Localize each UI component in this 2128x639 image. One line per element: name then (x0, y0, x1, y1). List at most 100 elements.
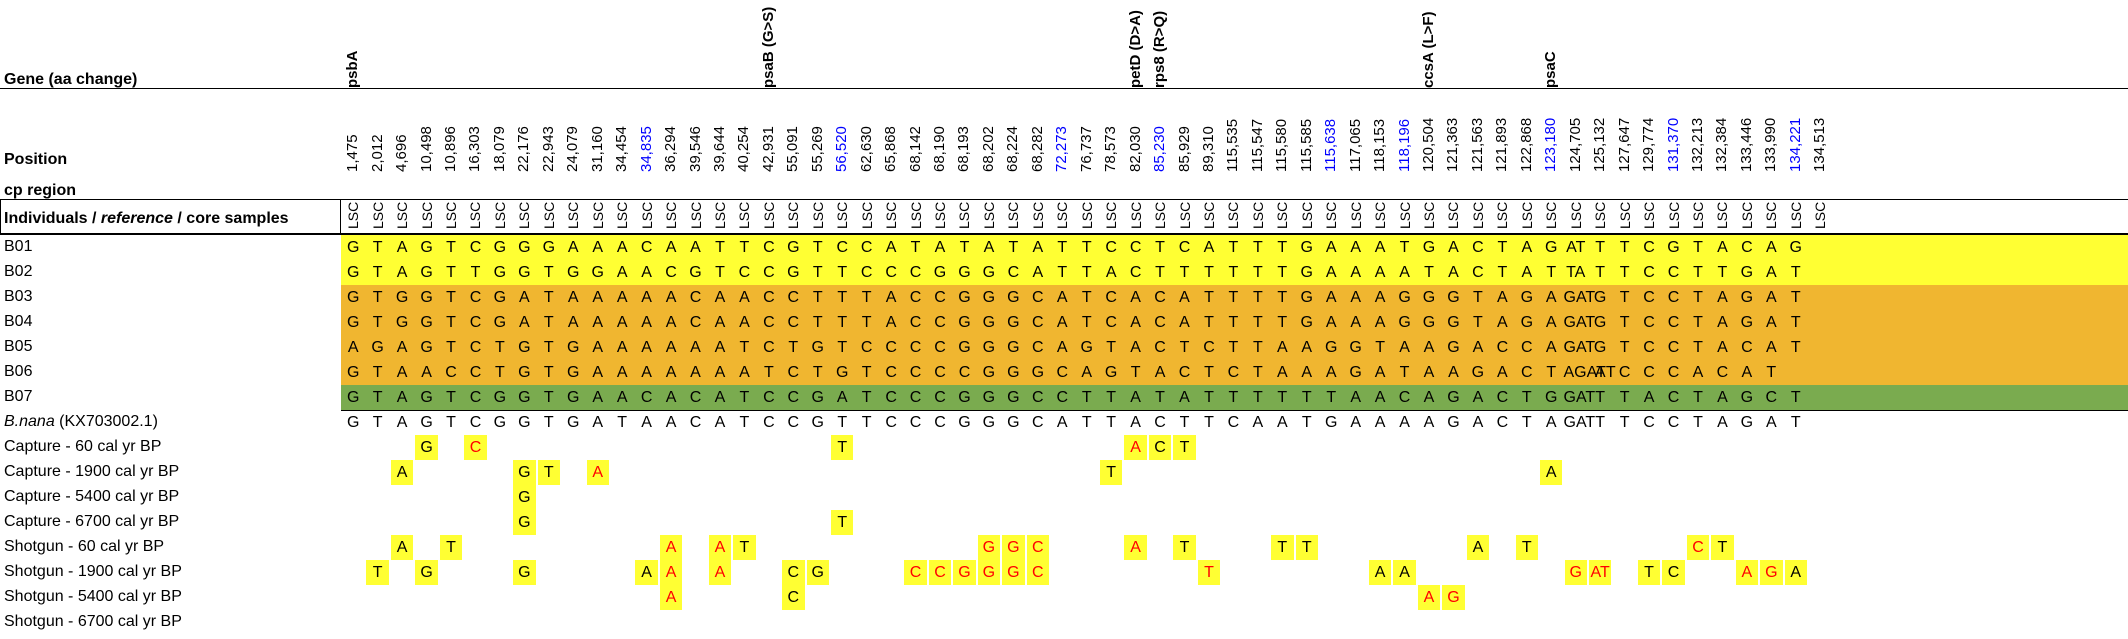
sample-base: T (733, 535, 756, 560)
position-label: 68,224 (1004, 126, 1022, 172)
base-cell: C (934, 414, 946, 431)
base-cell: G (1471, 364, 1485, 381)
region-label: LSC (638, 201, 655, 229)
position-label: 89,310 (1199, 126, 1217, 172)
individual-band (341, 360, 2128, 385)
base-cell: A (1717, 289, 1728, 306)
position-label: 115,547 (1248, 118, 1266, 172)
position-label: 134,221 (1786, 117, 1804, 172)
base-cell: G (1520, 289, 1534, 306)
position-label: 16,303 (466, 126, 484, 172)
base-cell: A (714, 289, 726, 306)
region-label: LSC (1445, 201, 1462, 229)
base-cell: A (1765, 264, 1777, 281)
base-cell: C (934, 389, 946, 406)
base-cell: T (1693, 389, 1703, 406)
base-cell: G (346, 239, 360, 256)
sample-base: A (659, 535, 683, 560)
position-label: 118,153 (1371, 118, 1389, 172)
region-label: LSC (1249, 201, 1266, 229)
individual-label: B01 (4, 238, 33, 255)
base-cell: G (982, 289, 996, 306)
base-cell: C (1032, 414, 1044, 431)
base-cell: TA (1566, 264, 1586, 281)
base-cell: A (1717, 414, 1728, 431)
base-cell: A (1692, 364, 1704, 381)
sample-base: A (1417, 585, 1441, 610)
position-label: 85,230 (1151, 126, 1169, 172)
region-label: LSC (785, 201, 802, 229)
base-cell: G (1080, 339, 1093, 356)
base-cell: G (811, 414, 824, 431)
base-cell: G (1447, 314, 1460, 331)
base-cell: A (1130, 389, 1141, 406)
base-cell: A (1423, 389, 1435, 406)
base-cell: A (641, 264, 652, 281)
base-cell: T (715, 239, 725, 256)
base-cell: G (835, 364, 849, 381)
base-cell: T (1424, 264, 1434, 281)
position-label: 31,160 (588, 126, 606, 172)
base-cell: C (1521, 364, 1533, 381)
base-cell: T (1595, 389, 1606, 406)
base-cell: C (934, 339, 946, 356)
base-cell: A (616, 264, 628, 281)
position-label: 22,176 (515, 126, 533, 172)
base-cell: T (1277, 264, 1288, 281)
base-cell: G (982, 389, 996, 406)
base-cell: T (372, 364, 383, 381)
base-cell: T (861, 314, 872, 331)
base-cell: G (982, 414, 996, 431)
base-cell: T (1204, 414, 1214, 431)
base-cell: A (1056, 314, 1068, 331)
base-cell: G (1593, 339, 1607, 356)
base-cell: T (959, 239, 970, 256)
base-cell: T (1790, 289, 1801, 306)
base-cell: A (665, 314, 677, 331)
position-label: 120,504 (1420, 117, 1438, 172)
base-cell: G (420, 339, 433, 356)
base-cell: T (837, 339, 848, 356)
region-label: LSC (883, 201, 900, 229)
base-cell: C (738, 264, 751, 281)
base-cell: C (909, 364, 922, 381)
base-cell: A (396, 414, 408, 431)
base-cell: T (372, 289, 383, 306)
position-label: 115,585 (1297, 118, 1315, 172)
base-cell: A (396, 364, 408, 381)
position-label: 10,896 (442, 126, 460, 172)
base-cell: G (567, 389, 580, 406)
individual-band (341, 235, 2128, 260)
sample-base: G (513, 560, 536, 585)
base-cell: A (1276, 414, 1288, 431)
base-cell: A (1374, 364, 1386, 381)
base-cell: A (1717, 314, 1728, 331)
base-cell: T (1790, 414, 1801, 431)
base-cell: A (1717, 239, 1728, 256)
base-cell: GAT (1563, 339, 1596, 356)
gene-label: ccsA (L>F) (1420, 11, 1438, 88)
base-cell: C (640, 239, 653, 256)
sample-base: G (806, 560, 829, 585)
base-cell: G (1104, 364, 1118, 381)
base-cell: C (787, 364, 800, 381)
base-cell: A (1374, 314, 1386, 331)
base-cell: G (591, 264, 604, 281)
region-label: LSC (1225, 201, 1242, 229)
region-label: LSC (736, 201, 753, 229)
region-label: LSC (1274, 201, 1291, 229)
base-cell: T (1301, 389, 1312, 406)
base-cell: C (763, 289, 775, 306)
base-cell: A (1765, 314, 1777, 331)
base-cell: C (763, 239, 775, 256)
base-cell: A (616, 239, 628, 256)
region-label: LSC (1396, 201, 1413, 229)
position-label: 39,546 (686, 126, 704, 172)
base-cell: T (1619, 239, 1630, 256)
reference-name: B.nana (4, 413, 55, 430)
base-cell: C (1643, 339, 1655, 356)
base-cell: C (1007, 264, 1020, 281)
base-cell: A (690, 339, 701, 356)
base-cell: C (909, 314, 922, 331)
